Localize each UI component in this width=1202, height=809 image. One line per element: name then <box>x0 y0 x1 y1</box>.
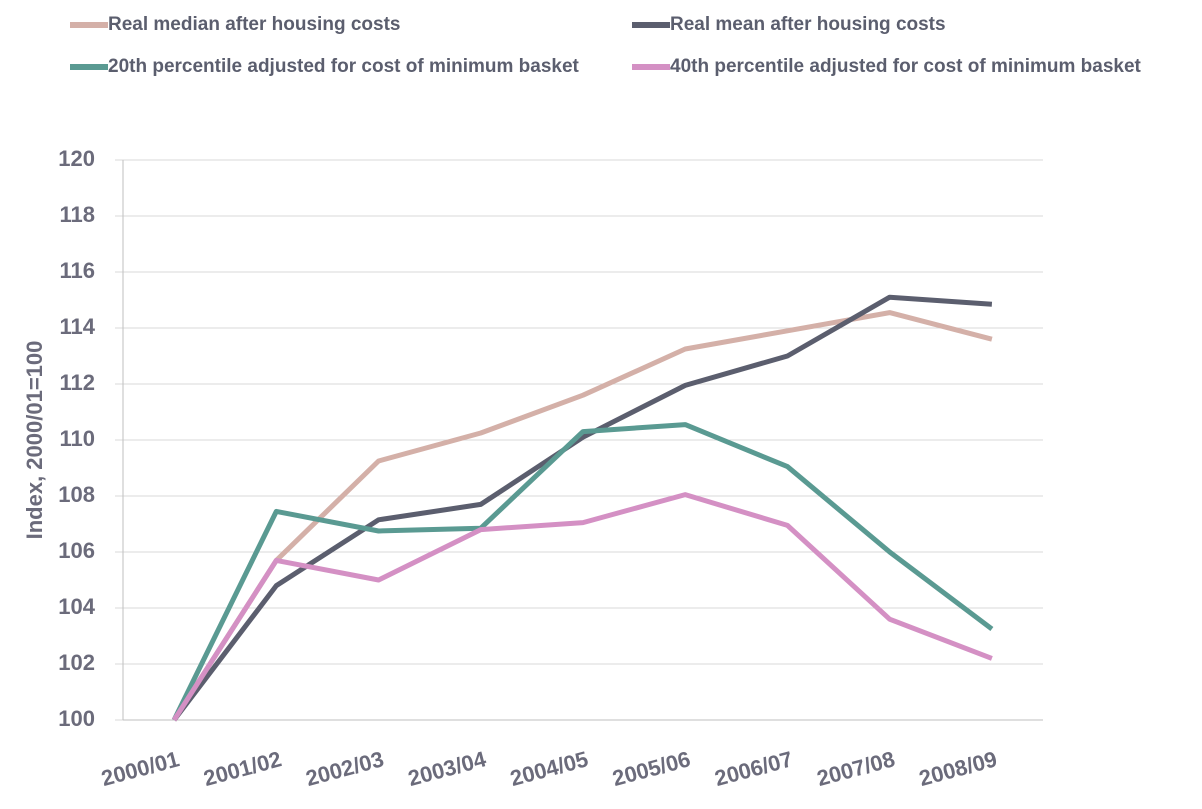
y-tick-label: 118 <box>60 202 96 227</box>
x-tick-label: 2007/08 <box>814 746 897 791</box>
x-tick-label: 2001/02 <box>201 746 284 791</box>
y-tick-label: 120 <box>58 146 95 171</box>
x-tick-label: 2004/05 <box>508 746 591 791</box>
y-tick-label: 100 <box>58 706 95 731</box>
x-tick-label: 2006/07 <box>712 746 795 791</box>
y-tick-label: 112 <box>60 370 96 395</box>
legend-label: Real mean after housing costs <box>670 14 946 35</box>
x-tick-label: 2008/09 <box>916 746 999 791</box>
y-tick-label: 114 <box>60 314 96 339</box>
line-series <box>172 492 993 722</box>
y-tick-label: 102 <box>58 650 95 675</box>
x-tick-label: 2005/06 <box>610 746 693 791</box>
legend-label: 20th percentile adjusted for cost of min… <box>108 56 580 77</box>
y-tick-label: 110 <box>60 426 96 451</box>
y-tick-label: 104 <box>58 594 95 619</box>
y-tick-label: 106 <box>58 538 95 563</box>
x-tick-label: 2002/03 <box>303 746 386 791</box>
x-tick-label: 2000/01 <box>99 746 182 791</box>
line-series <box>171 422 994 722</box>
y-tick-label: 108 <box>58 482 95 507</box>
legend-label: Real median after housing costs <box>108 14 400 35</box>
line-series <box>172 294 993 722</box>
y-tick-label: 116 <box>60 258 96 283</box>
y-axis-label: Index, 2000/01=100 <box>22 341 47 540</box>
x-tick-label: 2003/04 <box>405 746 489 791</box>
legend-label: 40th percentile adjusted for cost of min… <box>670 56 1142 77</box>
